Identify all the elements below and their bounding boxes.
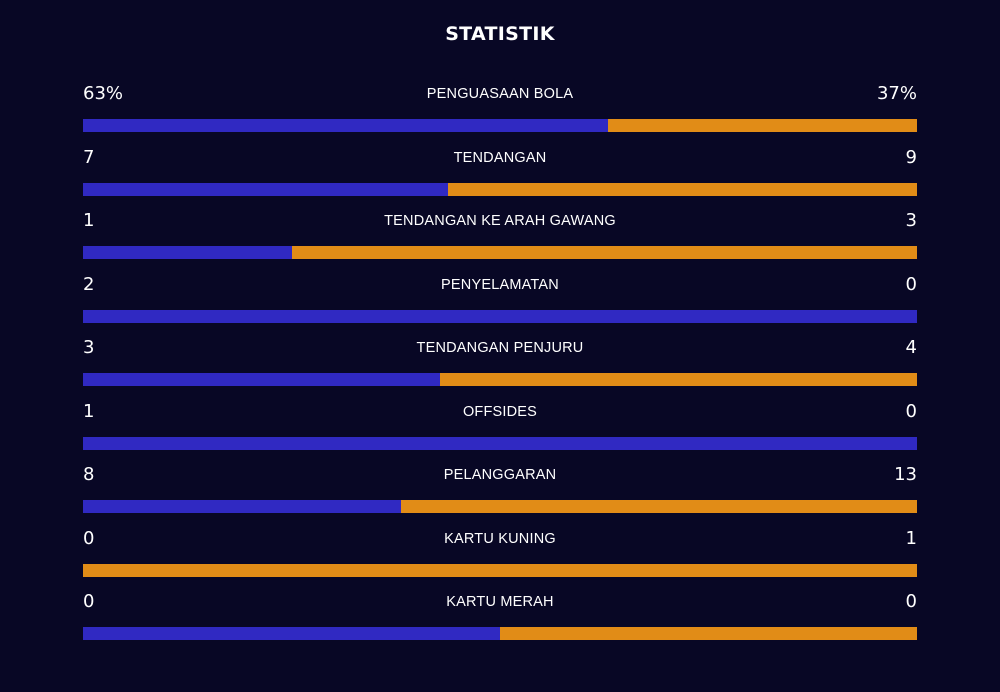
away-value: 0 [905,400,917,422]
stat-label: PELANGGARAN [443,467,557,483]
away-bar-segment [447,182,917,196]
home-bar-segment [83,627,500,640]
home-value: 2 [83,273,95,295]
home-bar-segment [83,182,448,196]
stat-label: TENDANGAN PENJURU [416,340,584,356]
stat-row-shots-on-target: 1 TENDANGAN KE ARAH GAWANG 3 [83,209,917,273]
away-value: 0 [905,273,917,295]
home-bar-segment [83,119,609,132]
comparison-bar [83,627,917,640]
comparison-bar [83,182,917,196]
stat-label: TENDANGAN KE ARAH GAWANG [384,213,616,229]
home-value: 1 [83,400,95,422]
page-title: STATISTIK [445,23,555,45]
stats-list: 63% PENGUASAAN BOLA 37% 7 TENDANGAN 9 [83,82,917,654]
away-value: 3 [905,210,917,231]
stat-label: OFFSIDES [462,403,538,420]
stat-row-saves: 2 PENYELAMATAN 0 [83,273,917,337]
stat-row-corners: 3 TENDANGAN PENJURU 4 [83,336,917,400]
away-value: 0 [905,591,917,612]
stat-label: PENGUASAAN BOLA [426,86,574,102]
stat-label: KARTU MERAH [446,594,554,610]
home-value: 0 [83,527,95,549]
comparison-bar [83,373,917,386]
stat-row-offsides: 1 OFFSIDES 0 [83,400,917,464]
stat-row-red-cards: 0 KARTU MERAH 0 [83,590,917,654]
home-bar-segment [83,309,917,323]
stat-label: TENDANGAN [453,149,547,166]
away-value: 13 [894,464,917,485]
away-bar-segment [608,119,917,132]
stat-label: PENYELAMATAN [441,276,559,293]
stat-label: KARTU KUNING [444,530,556,547]
home-value: 8 [83,464,95,485]
away-bar-segment [83,563,917,577]
stat-row-possession: 63% PENGUASAAN BOLA 37% [83,82,917,146]
home-bar-segment [83,500,401,513]
home-value: 7 [83,146,95,168]
stat-row-shots: 7 TENDANGAN 9 [83,146,917,210]
home-value: 0 [83,591,95,612]
away-bar-segment [291,246,917,259]
comparison-bar [83,119,917,132]
away-value: 9 [905,146,917,168]
away-value: 1 [905,527,917,549]
stat-row-fouls: 8 PELANGGARAN 13 [83,463,917,527]
comparison-bar [83,563,917,577]
away-bar-segment [500,627,917,640]
home-bar-segment [83,373,441,386]
stat-row-yellow-cards: 0 KARTU KUNING 1 [83,527,917,591]
comparison-bar [83,309,917,323]
away-bar-segment [440,373,917,386]
home-value: 1 [83,210,95,231]
away-value: 4 [905,337,917,358]
comparison-bar [83,436,917,450]
home-value: 3 [83,337,95,358]
comparison-bar [83,500,917,513]
away-value: 37% [876,83,917,104]
comparison-bar [83,246,917,259]
home-value: 63% [83,83,124,104]
home-bar-segment [83,246,292,259]
home-bar-segment [83,436,917,450]
away-bar-segment [400,500,917,513]
